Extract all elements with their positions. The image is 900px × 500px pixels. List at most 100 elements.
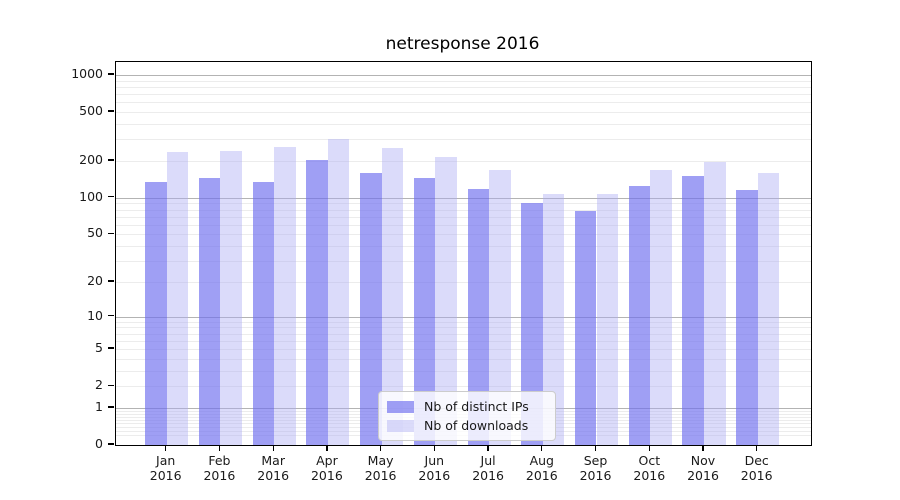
y-tick-label-1000: 1000	[71, 66, 103, 81]
gridline-minor	[116, 370, 811, 372]
gridline-minor	[116, 94, 811, 96]
legend: Nb of distinct IPs Nb of downloads	[378, 391, 556, 441]
legend-swatch-downloads-icon	[387, 419, 414, 432]
x-tick-label-oct: Oct 2016	[633, 453, 666, 483]
y-tick-mark	[108, 443, 114, 445]
bar-distinct-ips-mar	[252, 182, 275, 445]
gridline-major	[116, 316, 811, 318]
gridline-minor	[116, 209, 811, 211]
gridline-minor	[116, 386, 811, 388]
gridline-minor	[116, 139, 811, 141]
x-tick-label-nov: Nov 2016	[687, 453, 719, 483]
bar-downloads-sep	[596, 193, 619, 445]
x-tick-label-jan: Jan 2016	[149, 453, 182, 483]
y-tick-label-1: 1	[95, 398, 103, 414]
x-tick-label-sep: Sep 2016	[579, 453, 612, 483]
gridline-minor	[116, 246, 811, 248]
x-tick-mark	[594, 446, 597, 451]
bar-distinct-ips-jul	[467, 189, 490, 445]
x-tick-label-feb: Feb 2016	[203, 453, 236, 483]
x-tick-mark	[541, 446, 543, 451]
y-tick-mark	[108, 73, 114, 75]
y-tick-mark	[108, 406, 114, 408]
gridline-minor	[116, 86, 811, 88]
gridline-minor	[116, 102, 811, 104]
legend-swatch-ips-icon	[387, 400, 414, 413]
bar-distinct-ips-nov	[682, 176, 704, 445]
bar-distinct-ips-oct	[628, 186, 651, 445]
bar-downloads-feb	[220, 151, 242, 445]
x-tick-mark	[433, 446, 435, 451]
y-tick-mark	[108, 159, 114, 161]
legend-label-distinct-ips: Nb of distinct IPs	[424, 399, 529, 414]
gridline-minor	[116, 161, 811, 162]
x-tick-label-apr: Apr 2016	[310, 453, 343, 483]
bar-downloads-oct	[650, 169, 672, 445]
x-tick-mark	[326, 446, 328, 451]
y-tick-label-200: 200	[79, 152, 103, 167]
bar-distinct-ips-dec	[736, 190, 758, 445]
y-tick-mark	[108, 314, 114, 317]
x-tick-mark	[379, 446, 382, 451]
gridline-minor	[116, 349, 811, 350]
y-tick-label-50: 50	[87, 225, 103, 241]
bar-downloads-aug	[542, 194, 565, 445]
x-tick-mark	[218, 446, 221, 451]
x-tick-mark	[756, 446, 758, 451]
gridline-minor	[116, 216, 811, 218]
bar-downloads-may	[381, 148, 404, 445]
gridline-minor	[116, 321, 811, 323]
bar-downloads-jan	[166, 152, 189, 445]
y-tick-mark	[108, 232, 114, 235]
gridline-minor	[116, 358, 811, 360]
x-tick-mark	[165, 446, 167, 451]
y-tick-label-100: 100	[79, 188, 103, 204]
gridline-minor	[116, 261, 811, 263]
bar-downloads-nov	[704, 161, 726, 445]
chart-title: netresponse 2016	[385, 34, 540, 54]
gridline-minor	[116, 112, 811, 114]
bar-downloads-apr	[327, 139, 350, 445]
gridline-minor	[116, 224, 811, 226]
legend-item-downloads: Nb of downloads	[387, 416, 555, 435]
x-tick-label-may: May 2016	[364, 453, 397, 483]
plot-area	[115, 61, 812, 446]
bar-downloads-dec	[757, 172, 780, 445]
gridline-major	[116, 197, 811, 199]
gridline-minor	[116, 124, 811, 125]
bar-distinct-ips-jan	[145, 181, 167, 445]
bar-distinct-ips-may	[360, 172, 382, 445]
gridline-minor	[116, 340, 811, 342]
bar-downloads-jun	[435, 157, 457, 445]
gridline-minor	[116, 203, 811, 205]
x-tick-label-mar: Mar 2016	[257, 453, 290, 483]
y-tick-label-10: 10	[87, 307, 103, 323]
x-tick-mark	[487, 446, 489, 451]
y-tick-label-0: 0	[95, 436, 103, 451]
bar-downloads-jul	[489, 170, 511, 445]
y-tick-mark	[108, 384, 114, 386]
gridline-minor	[116, 327, 811, 329]
bar-downloads-mar	[274, 147, 296, 445]
legend-label-downloads: Nb of downloads	[424, 418, 529, 433]
gridline-minor	[116, 234, 811, 236]
gridline-minor	[116, 333, 811, 335]
gridline-minor	[116, 281, 811, 283]
bar-distinct-ips-feb	[198, 178, 221, 445]
y-tick-mark	[108, 347, 114, 349]
gridline-minor	[116, 80, 811, 82]
y-tick-label-5: 5	[95, 340, 103, 355]
x-tick-label-jun: Jun 2016	[418, 453, 451, 483]
y-tick-label-20: 20	[87, 272, 103, 288]
x-tick-label-dec: Dec 2016	[740, 453, 773, 483]
bar-distinct-ips-jun	[413, 178, 436, 445]
x-tick-mark	[272, 446, 274, 451]
y-tick-mark	[108, 196, 114, 198]
y-tick-mark	[108, 280, 114, 282]
gridline-major	[116, 75, 811, 76]
y-tick-mark	[108, 110, 114, 112]
legend-item-distinct-ips: Nb of distinct IPs	[387, 397, 555, 416]
x-tick-mark	[648, 446, 650, 451]
y-tick-label-500: 500	[79, 103, 103, 119]
